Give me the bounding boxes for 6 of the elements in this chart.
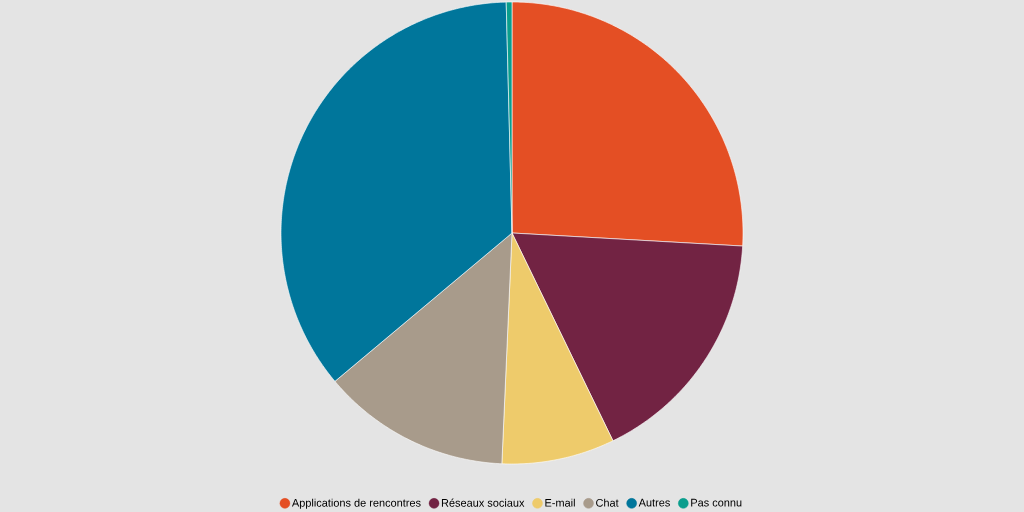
legend-label: Applications de rencontres	[291, 498, 421, 509]
legend-label: Pas connu	[691, 498, 742, 507]
legend-label: Autres	[638, 498, 670, 507]
legend-label: Réseaux sociaux	[441, 498, 525, 507]
legend-label: E-mail	[545, 498, 575, 507]
legend-label: Chat	[596, 498, 619, 507]
